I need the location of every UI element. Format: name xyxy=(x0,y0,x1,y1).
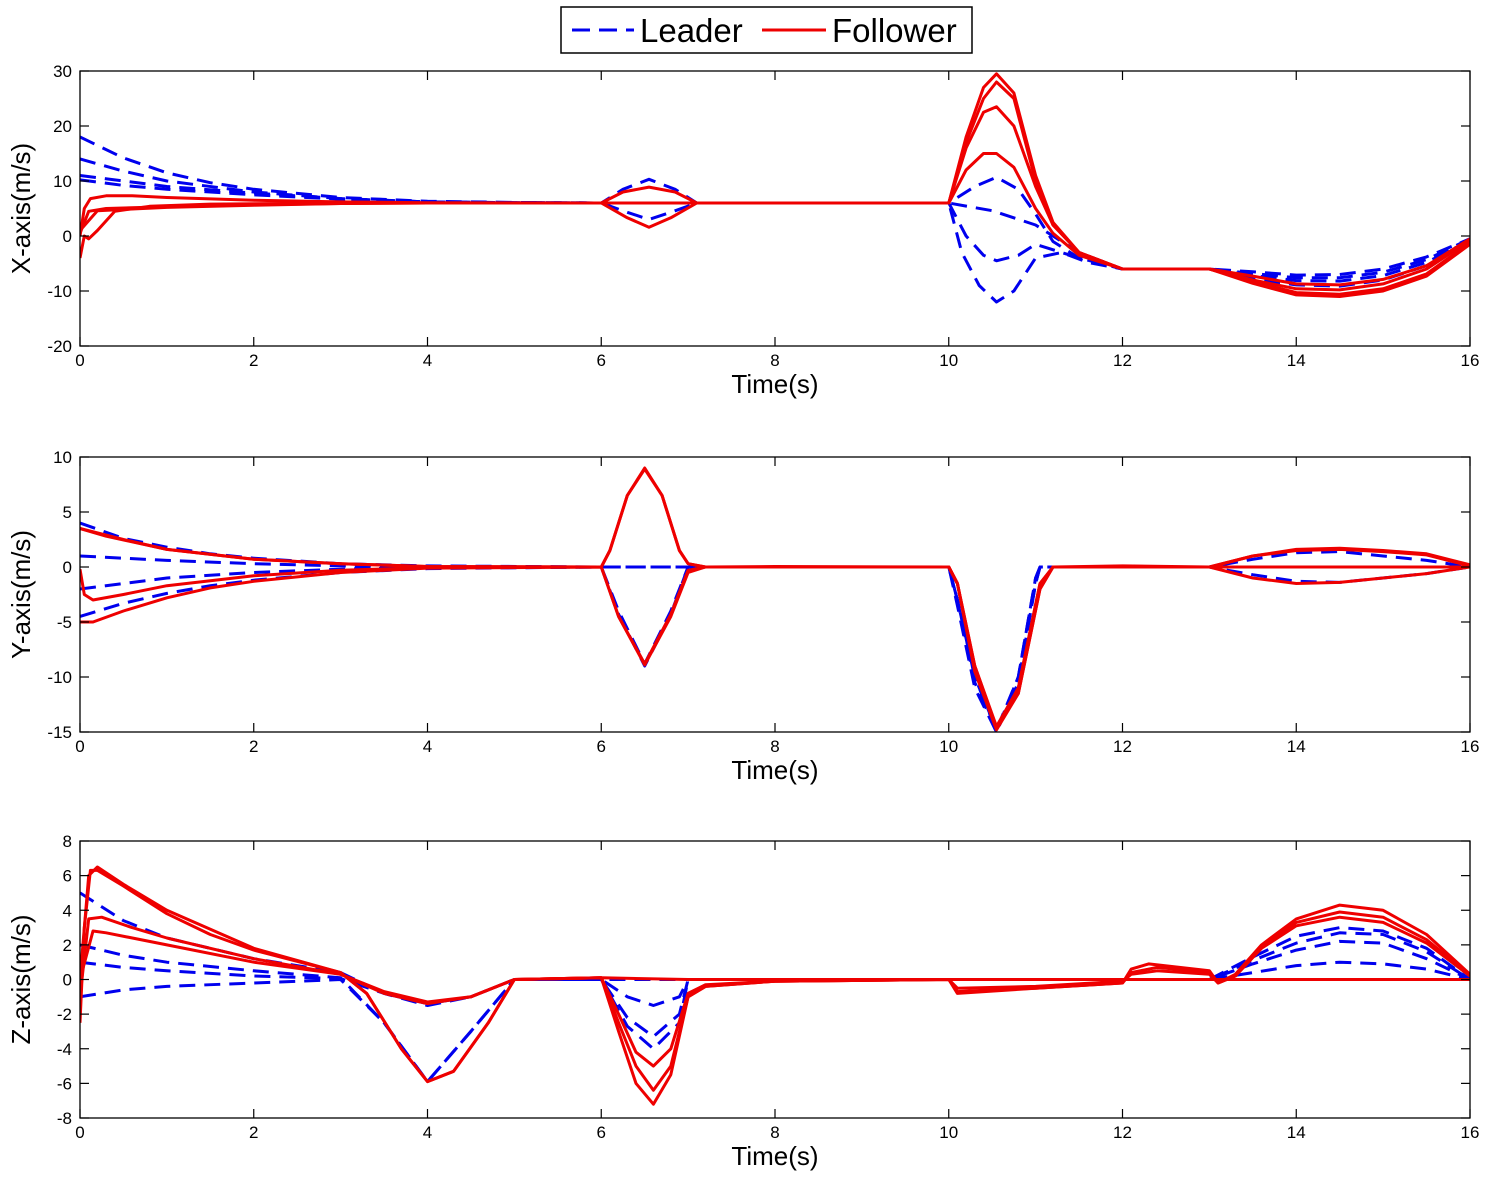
x-tick-label: 0 xyxy=(75,1123,84,1142)
x-tick-label: 16 xyxy=(1461,351,1480,370)
y-tick-label: 20 xyxy=(53,117,72,136)
y-tick-label: -10 xyxy=(47,668,72,687)
legend: Leader Follower xyxy=(560,6,973,54)
x-tick-label: 12 xyxy=(1113,1123,1132,1142)
x-tick-label: 8 xyxy=(770,351,779,370)
x-tick-label: 12 xyxy=(1113,351,1132,370)
y-axis-title: X-axis(m/s) xyxy=(6,143,36,274)
y-tick-label: 0 xyxy=(63,971,72,990)
x-tick-label: 8 xyxy=(770,1123,779,1142)
y-axis-title: Y-axis(m/s) xyxy=(6,530,36,659)
x-tick-label: 14 xyxy=(1287,351,1306,370)
x-tick-label: 12 xyxy=(1113,737,1132,756)
x-tick-label: 2 xyxy=(249,351,258,370)
x-tick-label: 16 xyxy=(1461,1123,1480,1142)
y-tick-label: 30 xyxy=(53,62,72,81)
series-group xyxy=(80,72,1470,304)
y-tick-label: 10 xyxy=(53,172,72,191)
plot-area xyxy=(80,457,1470,732)
y-tick-label: 6 xyxy=(63,867,72,886)
y-tick-label: 4 xyxy=(63,901,72,920)
x-tick-label: 4 xyxy=(423,737,432,756)
y-tick-label: 10 xyxy=(53,448,72,467)
y-tick-label: 5 xyxy=(63,503,72,522)
y-tick-label: -15 xyxy=(47,723,72,742)
x-tick-label: 6 xyxy=(597,737,606,756)
x-tick-label: 6 xyxy=(597,1123,606,1142)
x-tick-label: 14 xyxy=(1287,1123,1306,1142)
y-tick-label: 8 xyxy=(63,832,72,851)
series-group xyxy=(80,865,1470,1106)
x-axis-title: Time(s) xyxy=(731,369,818,399)
x-tick-label: 0 xyxy=(75,737,84,756)
follower-line-7 xyxy=(80,910,1470,1068)
follower-line-8 xyxy=(80,565,1470,730)
plots: 0 2 4 6 8 10 12 14 16-20-100102030Time(s)X-axis(… xyxy=(6,62,1479,1171)
y-tick-label: -10 xyxy=(47,282,72,301)
x-axis-title: Time(s) xyxy=(731,1141,818,1171)
x-tick-label: 10 xyxy=(939,1123,958,1142)
series-group xyxy=(80,466,1470,732)
x-tick-label: 4 xyxy=(423,351,432,370)
x-tick-label: 2 xyxy=(249,1123,258,1142)
leader-line-4 xyxy=(80,550,1470,732)
subplot-1: 0 2 4 6 8 10 12 14 16 -20 -10 0 10 20 30 Time(s) X-axis(… xyxy=(6,62,1479,399)
x-tick-label: 4 xyxy=(423,1123,432,1142)
y-tick-label: -4 xyxy=(57,1040,72,1059)
subplot-2: 0 2 4 6 8 10 12 14 16 -15 -10 -5 0 5 10 Time(s) Y-axis(m… xyxy=(6,448,1479,785)
y-tick-label: 2 xyxy=(63,936,72,955)
x-tick-label: 10 xyxy=(939,351,958,370)
x-axis-title: Time(s) xyxy=(731,755,818,785)
subplot-3: 0 2 4 6 8 10 12 14 16-8-6-4-202468Time(s)Z-axis(… xyxy=(6,832,1479,1171)
x-tick-label: 10 xyxy=(939,737,958,756)
y-tick-label: 0 xyxy=(63,227,72,246)
x-tick-label: 6 xyxy=(597,351,606,370)
x-tick-label: 14 xyxy=(1287,737,1306,756)
y-tick-label: -20 xyxy=(47,337,72,356)
legend-label-follower: Follower xyxy=(832,12,957,49)
y-tick-label: -8 xyxy=(57,1109,72,1128)
y-tick-label: -6 xyxy=(57,1074,72,1093)
y-tick-label: -2 xyxy=(57,1005,72,1024)
x-tick-label: 8 xyxy=(770,737,779,756)
follower-line-8 xyxy=(80,865,1470,1084)
x-tick-label: 16 xyxy=(1461,737,1480,756)
leader-line-2 xyxy=(80,939,1470,1084)
legend-label-leader: Leader xyxy=(640,12,743,49)
leader-line-3 xyxy=(80,565,1470,732)
x-tick-label: 0 xyxy=(75,351,84,370)
x-tick-label: 2 xyxy=(249,737,258,756)
y-tick-label: -5 xyxy=(57,613,72,632)
leader-line-3 xyxy=(80,931,1470,1051)
follower-line-8 xyxy=(80,80,1470,298)
plot-area xyxy=(80,71,1470,346)
y-tick-label: 0 xyxy=(63,558,72,577)
y-axis-title: Z-axis(m/s) xyxy=(6,915,36,1045)
